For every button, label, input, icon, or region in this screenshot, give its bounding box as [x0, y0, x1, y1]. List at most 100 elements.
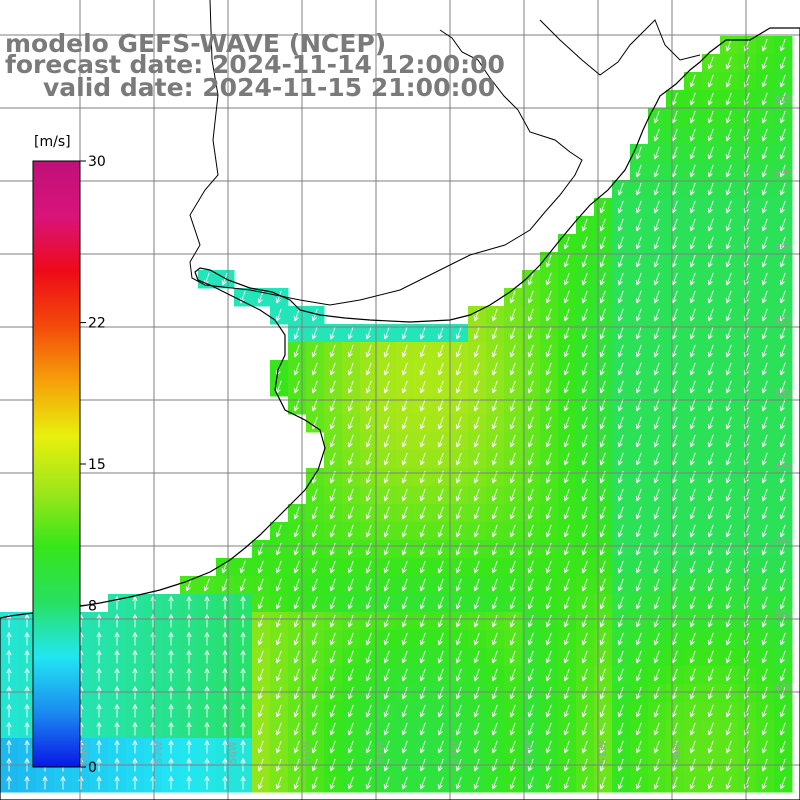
- wind-vector-arrow: [563, 344, 570, 358]
- wind-vector-arrow: [311, 380, 318, 394]
- wind-vector-arrow: [635, 308, 642, 322]
- wind-vector-arrow: [707, 704, 714, 718]
- wind-vector-arrow: [653, 506, 660, 520]
- wind-vector-arrow: [707, 614, 714, 628]
- wind-vector-arrow: [635, 254, 642, 268]
- wind-vector-arrow: [599, 596, 606, 610]
- wind-vector-arrow: [527, 560, 534, 574]
- wind-vector-arrow: [707, 236, 714, 250]
- wind-vector-arrow: [347, 686, 354, 700]
- wind-vector-arrow: [329, 614, 336, 628]
- wind-vector-arrow: [401, 344, 408, 358]
- wind-vector-arrow: [545, 506, 552, 520]
- wind-vector-arrow: [401, 740, 408, 754]
- wind-vector-arrow: [653, 128, 660, 142]
- wind-vector-arrow: [365, 452, 372, 466]
- wind-vector-arrow: [437, 560, 444, 574]
- wind-vector-arrow: [581, 218, 588, 232]
- wind-vector-arrow: [132, 776, 138, 790]
- coastline-line: [0, 27, 800, 800]
- wind-vector-arrow: [653, 326, 660, 340]
- wind-vector-arrow: [455, 776, 462, 790]
- wind-vector-arrow: [761, 128, 768, 142]
- wind-vector-arrow: [563, 560, 570, 574]
- wind-vector-arrow: [239, 560, 246, 574]
- wind-vector-arrow: [293, 632, 300, 646]
- wind-vector-arrow: [689, 524, 696, 538]
- wind-vector-arrow: [545, 452, 552, 466]
- wind-vector-arrow: [437, 416, 444, 430]
- wind-vector-arrow: [761, 344, 768, 358]
- wind-vector-arrow: [707, 524, 714, 538]
- wind-vector-arrow: [527, 308, 534, 322]
- wind-vector-arrow: [617, 290, 624, 304]
- wind-vector-arrow: [365, 362, 372, 376]
- wind-vector-arrow: [599, 308, 606, 322]
- wind-vector-arrow: [383, 578, 390, 592]
- wind-vector-arrow: [257, 704, 264, 718]
- wind-vector-arrow: [761, 524, 768, 538]
- wind-vector-arrow: [509, 362, 516, 376]
- wind-vector-arrow: [581, 524, 588, 538]
- wind-vector-arrow: [419, 416, 426, 430]
- wind-vector-arrow: [689, 578, 696, 592]
- wind-vector-arrow: [707, 56, 714, 70]
- wind-vector-arrow: [509, 560, 516, 574]
- wind-vector-arrow: [689, 740, 696, 754]
- wind-vector-arrow: [455, 380, 462, 394]
- wind-vector-arrow: [779, 488, 786, 502]
- wind-vector-arrow: [725, 650, 732, 664]
- wind-vector-arrow: [293, 740, 300, 754]
- wind-vector-arrow: [329, 344, 336, 358]
- wind-vector-arrow: [509, 722, 516, 736]
- wind-vector-arrow: [383, 668, 390, 682]
- wind-vector-arrow: [401, 398, 408, 412]
- wind-vector-arrow: [437, 686, 444, 700]
- wind-vector-arrow: [311, 740, 318, 754]
- wind-vector-arrow: [545, 578, 552, 592]
- wind-vector-arrow: [707, 452, 714, 466]
- wind-vector-arrow: [329, 362, 336, 376]
- wind-vector-arrow: [617, 632, 624, 646]
- wind-vector-arrow: [563, 686, 570, 700]
- wind-vector-arrow: [257, 668, 264, 682]
- wind-vector-arrow: [401, 722, 408, 736]
- wind-vector-arrow: [491, 416, 498, 430]
- wind-vector-arrow: [617, 308, 624, 322]
- wind-vector-arrow: [491, 560, 498, 574]
- wind-vector-arrow: [545, 668, 552, 682]
- wind-vector-arrow: [6, 704, 12, 718]
- wind-vector-arrow: [779, 416, 786, 430]
- wind-vector-arrow: [132, 650, 138, 664]
- wind-vector-arrow: [635, 272, 642, 286]
- wind-vector-arrow: [761, 290, 768, 304]
- wind-vector-arrow: [581, 452, 588, 466]
- wind-vector-arrow: [599, 614, 606, 628]
- wind-vector-arrow: [761, 488, 768, 502]
- wind-vector-arrow: [653, 146, 660, 160]
- wind-vector-arrow: [527, 272, 534, 286]
- wind-vector-arrow: [635, 344, 642, 358]
- wind-vector-arrow: [761, 632, 768, 646]
- wind-vector-arrow: [509, 632, 516, 646]
- wind-vector-arrow: [707, 200, 714, 214]
- wind-vector-arrow: [599, 200, 606, 214]
- wind-vector-arrow: [689, 272, 696, 286]
- wind-vector-arrow: [6, 722, 12, 736]
- model-title: modelo GEFS-WAVE (NCEP): [5, 29, 387, 58]
- wind-vector-arrow: [24, 686, 30, 700]
- wind-vector-arrow: [24, 668, 30, 682]
- wind-vector-arrow: [545, 362, 552, 376]
- wind-vector-arrow: [581, 488, 588, 502]
- wind-vector-arrow: [168, 596, 174, 610]
- wind-vector-arrow: [563, 740, 570, 754]
- wind-vector-arrow: [725, 578, 732, 592]
- wind-vector-arrow: [653, 308, 660, 322]
- wind-vector-arrow: [437, 524, 444, 538]
- wind-vector-arrow: [293, 776, 300, 790]
- wind-vector-arrow: [725, 776, 732, 790]
- wind-vector-arrow: [419, 650, 426, 664]
- longitude-label: 51W: [598, 741, 609, 764]
- wind-vector-arrow: [761, 686, 768, 700]
- wind-vector-arrow: [761, 326, 768, 340]
